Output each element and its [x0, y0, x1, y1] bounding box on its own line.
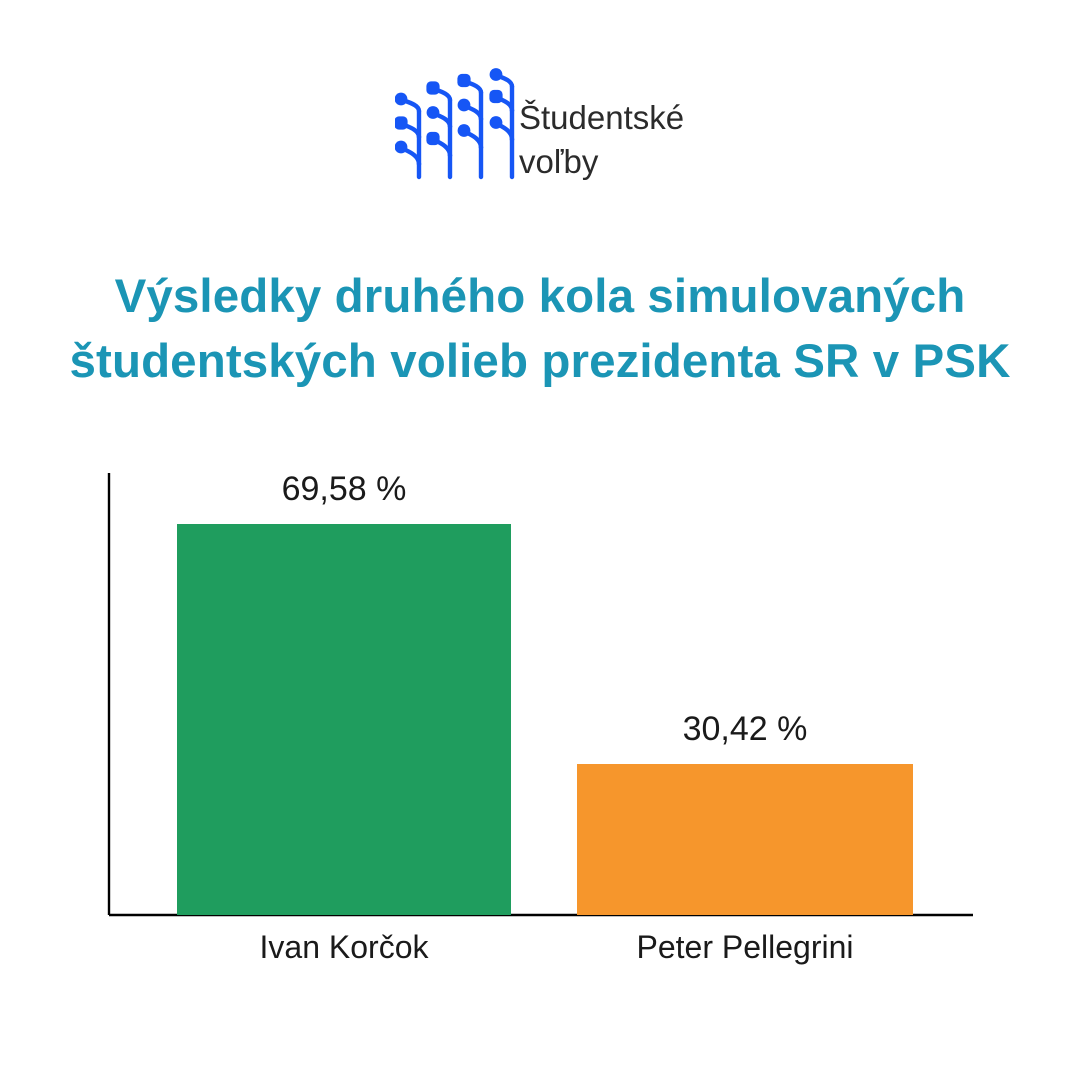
svg-text:Peter Pellegrini: Peter Pellegrini	[637, 929, 854, 965]
svg-text:30,42 %: 30,42 %	[683, 710, 808, 748]
svg-text:69,58 %: 69,58 %	[282, 470, 407, 508]
svg-text:Ivan Korčok: Ivan Korčok	[260, 929, 430, 965]
